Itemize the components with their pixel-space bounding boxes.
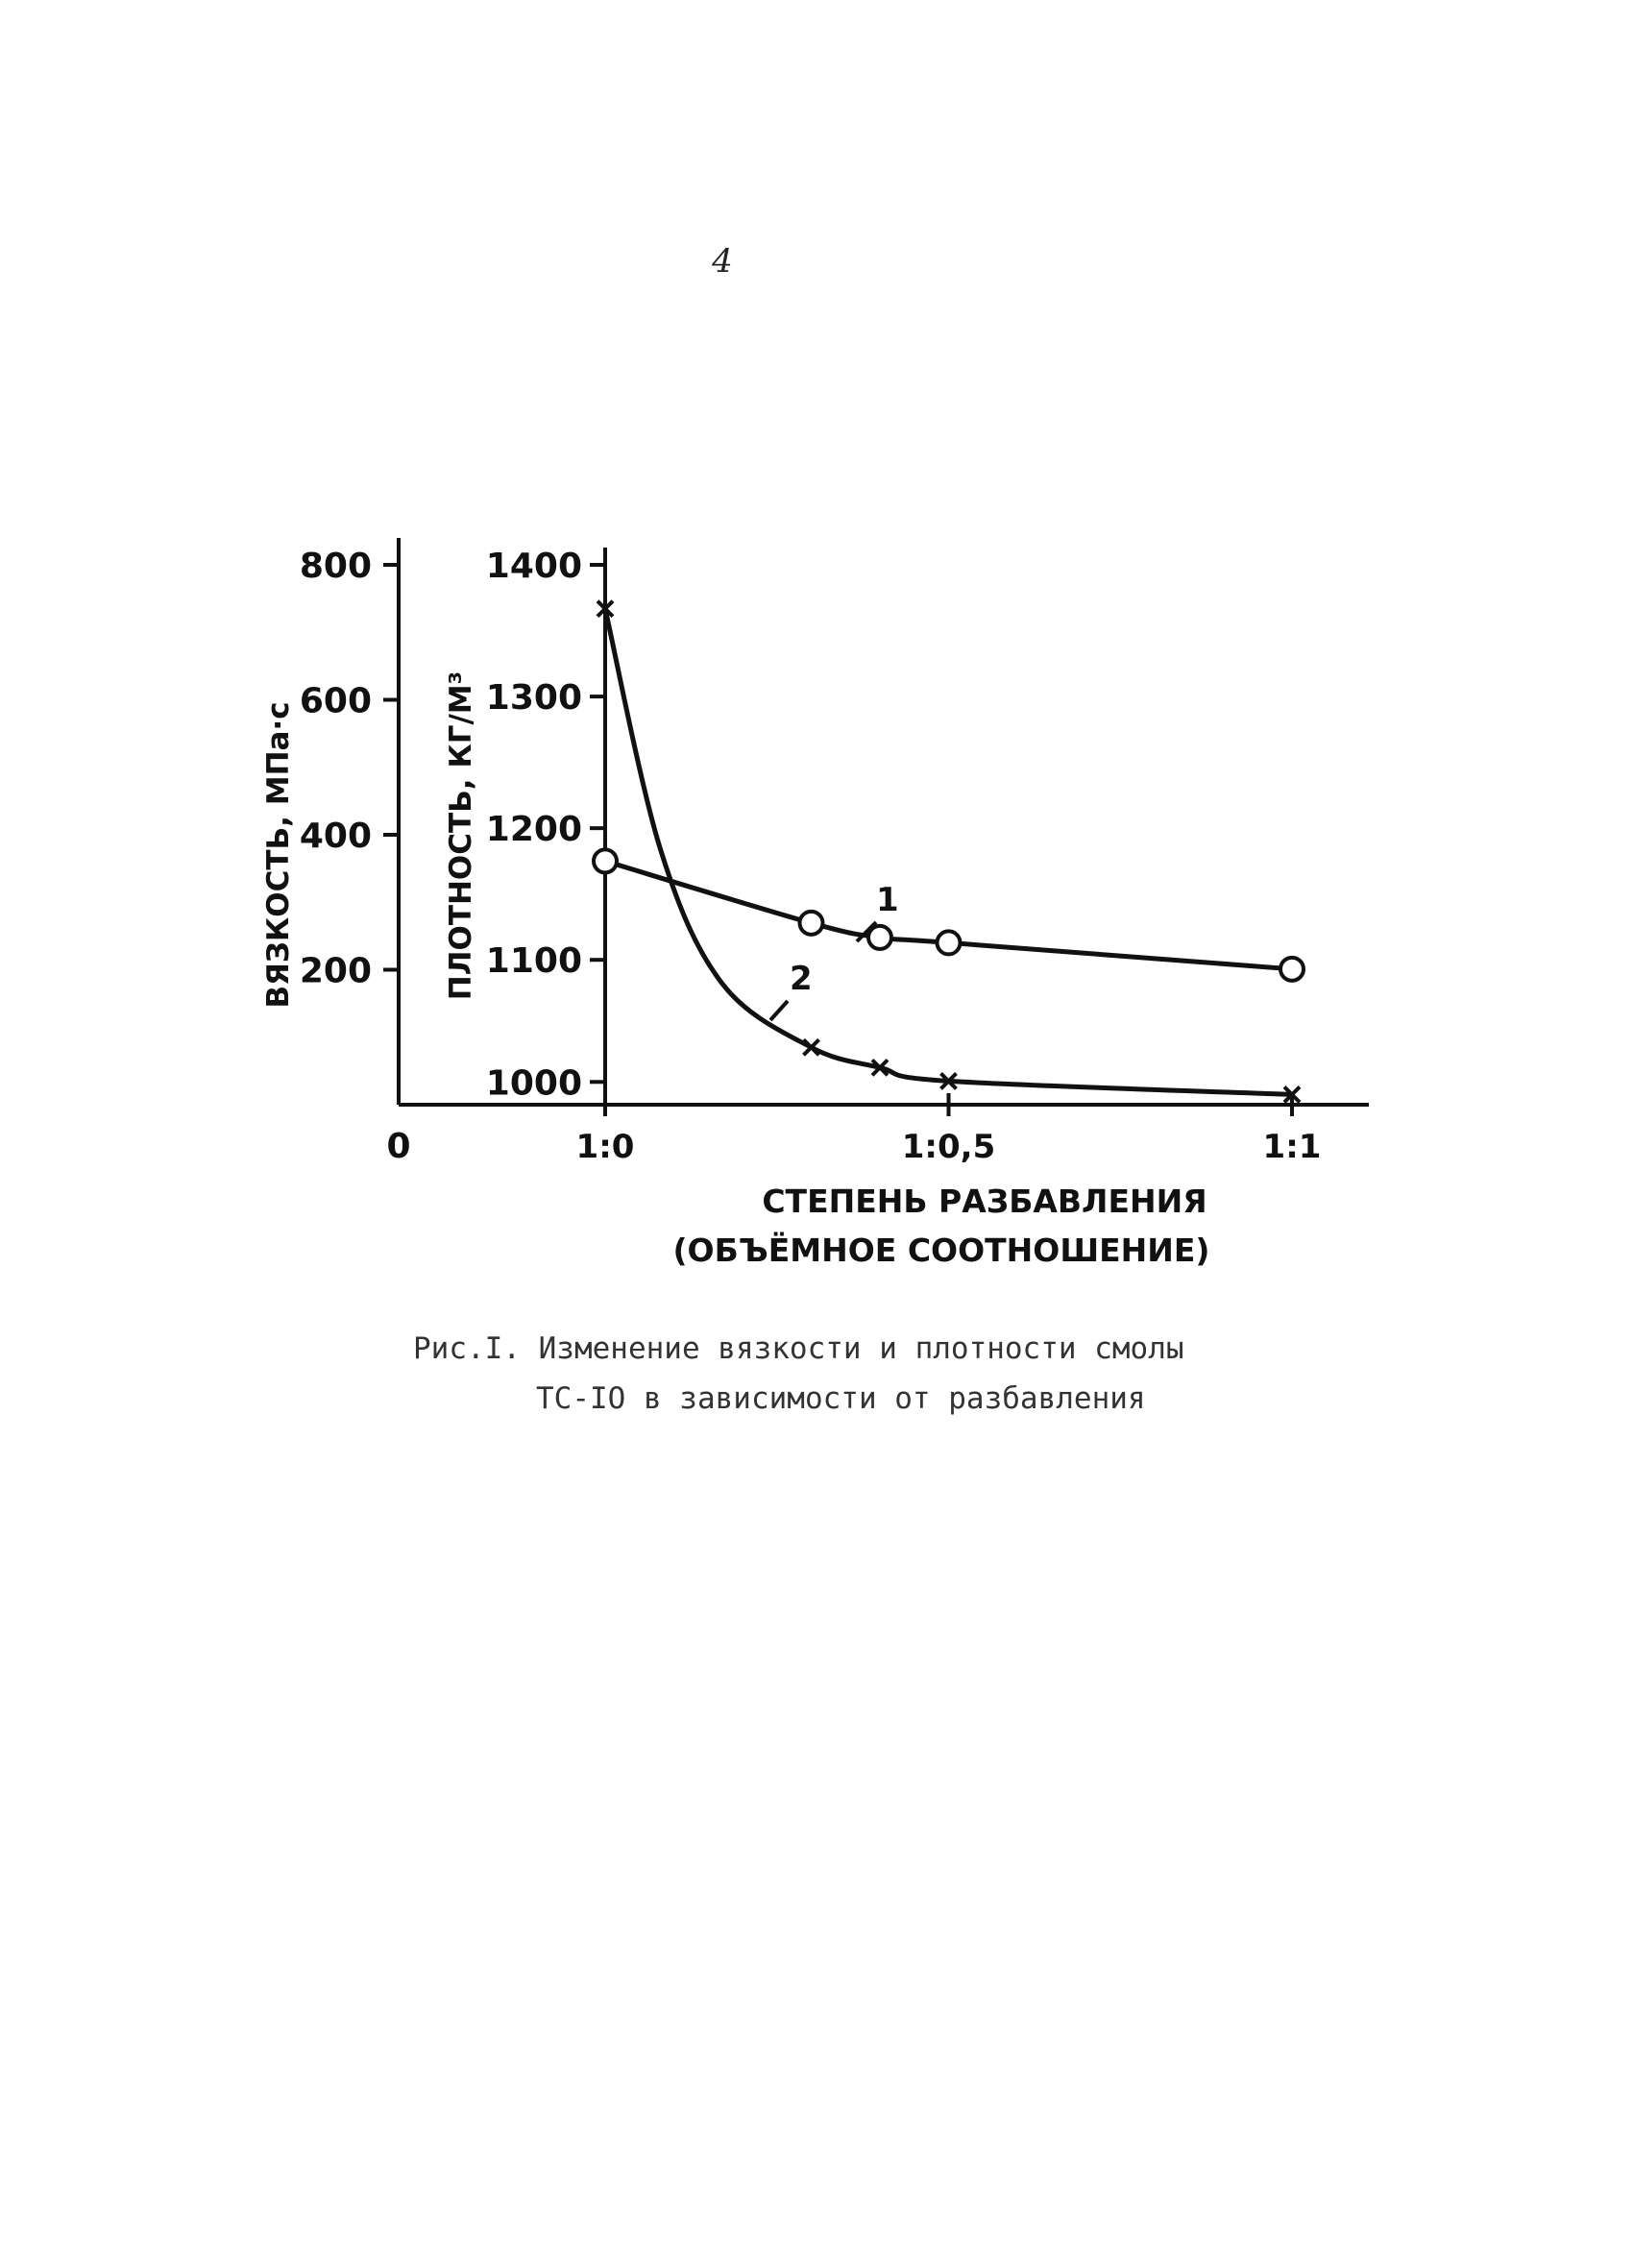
x-marker-stroke [1282, 1085, 1302, 1104]
labels-layer: ВЯЗКОСТЬ, МПа·с ПЛОТНОСТЬ, КГ/М³ СТЕПЕНЬ… [261, 671, 1210, 1269]
caption-line-1: Рис.I. Изменение вязкости и плотности см… [413, 1331, 1184, 1366]
y-left-tick-label: 800 [300, 547, 372, 586]
axes: 200 400 600 800 1000 1100 1200 1300 1400 0 1:0 1:0,… [300, 538, 1369, 1166]
x-marker-stroke [596, 599, 615, 619]
y-right-tick-label: 1200 [486, 810, 582, 849]
series-2-point [870, 1058, 890, 1077]
series-1-point [866, 923, 893, 951]
series-2-point [1282, 1085, 1302, 1104]
y-right-tick-label: 1300 [486, 678, 582, 718]
x-axis-label-line1: СТЕПЕНЬ РАЗБАВЛЕНИЯ [762, 1183, 1206, 1220]
y-left-tick-label: 600 [300, 682, 372, 721]
y-right-tick-label: 1400 [486, 547, 582, 586]
y-left-tick-label: 200 [300, 952, 372, 991]
series-layer: 12 [592, 599, 1305, 1104]
y-left-tick-label: 400 [300, 817, 372, 856]
x-tick-label: 1:0,5 [902, 1128, 995, 1166]
figure-caption: Рис.I. Изменение вязкости и плотности см… [413, 1324, 1278, 1424]
series-2-leader [768, 999, 790, 1022]
series-2-point [596, 599, 615, 619]
series-2-point [939, 1071, 958, 1090]
series-2-point [802, 1037, 820, 1057]
series-1-point [1279, 955, 1305, 983]
y-right-tick-label: 1100 [486, 941, 582, 981]
y-right-tick-label: 1000 [486, 1063, 582, 1103]
series-1-point [592, 847, 619, 875]
series-1-leader [855, 920, 878, 943]
x-origin-label: 0 [386, 1127, 410, 1166]
series-1-point [797, 909, 825, 937]
x-marker-stroke [802, 1037, 820, 1057]
x-tick-label: 1:0 [576, 1128, 635, 1166]
caption-line-2: ТС-IO в зависимости от разбавления [536, 1381, 1146, 1416]
series-line-2 [602, 608, 1293, 1097]
series-2-label: 2 [790, 960, 813, 998]
series-1-label: 1 [876, 881, 899, 919]
x-tick-label: 1:1 [1263, 1128, 1322, 1166]
x-marker-stroke [939, 1071, 958, 1090]
y-left-axis-label: ВЯЗКОСТЬ, МПа·с [261, 701, 296, 1008]
x-marker-stroke [870, 1058, 890, 1077]
page-number: 4 [712, 242, 733, 280]
series-1-point [935, 929, 963, 957]
y-right-axis-label: ПЛОТНОСТЬ, КГ/М³ [444, 671, 478, 1000]
chart: 200 400 600 800 1000 1100 1200 1300 1400 0 1:0 1:0,… [261, 538, 1369, 1269]
x-axis-label-line2: (ОБЪЁМНОЕ СООТНОШЕНИЕ) [672, 1231, 1209, 1269]
